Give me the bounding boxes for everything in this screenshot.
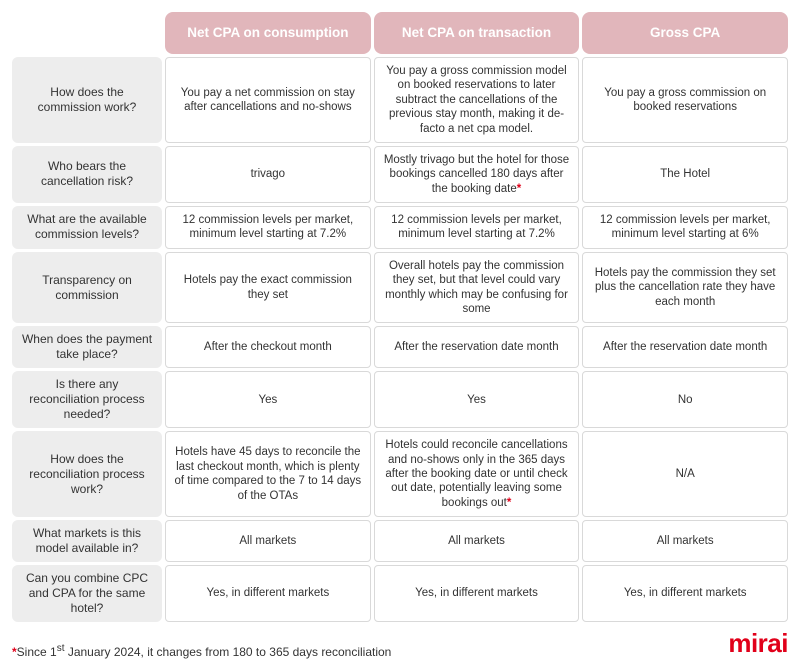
table-cell: After the reservation date month [582, 326, 788, 368]
table-row: How does the commission work?You pay a n… [12, 57, 788, 143]
table-cell: 12 commission levels per market, minimum… [374, 206, 580, 249]
col-header-1: Net CPA on consumption [165, 12, 371, 54]
footnote-suffix: January 2024, it changes from 180 to 365… [64, 645, 391, 659]
row-header: How does the reconciliation process work… [12, 431, 162, 517]
table-cell: All markets [374, 520, 580, 562]
table-cell: N/A [582, 431, 788, 517]
footer: *Since 1st January 2024, it changes from… [12, 628, 788, 659]
table-row: Can you combine CPC and CPA for the same… [12, 565, 788, 622]
table-cell: Yes, in different markets [165, 565, 371, 622]
table-cell: trivago [165, 146, 371, 203]
table-cell: Hotels pay the commission they set plus … [582, 252, 788, 324]
corner-spacer [12, 12, 162, 54]
table-cell: After the reservation date month [374, 326, 580, 368]
header-row: Net CPA on consumption Net CPA on transa… [12, 12, 788, 54]
footnote: *Since 1st January 2024, it changes from… [12, 643, 391, 659]
table-cell: No [582, 371, 788, 428]
footnote-prefix: Since 1 [17, 645, 57, 659]
table-cell: Yes [165, 371, 371, 428]
table-row: Who bears the cancellation risk?trivagoM… [12, 146, 788, 203]
asterisk-icon: * [517, 183, 521, 195]
table-cell: You pay a net commission on stay after c… [165, 57, 371, 143]
table-cell: You pay a gross commission on booked res… [582, 57, 788, 143]
table-cell: 12 commission levels per market, minimum… [582, 206, 788, 249]
col-header-2: Net CPA on transaction [374, 12, 580, 54]
table-cell: You pay a gross commission model on book… [374, 57, 580, 143]
table-cell: The Hotel [582, 146, 788, 203]
row-header: Transparency on commission [12, 252, 162, 324]
table-cell: After the checkout month [165, 326, 371, 368]
row-header: What are the available commission levels… [12, 206, 162, 249]
table-row: What markets is this model available in?… [12, 520, 788, 562]
table-cell: All markets [582, 520, 788, 562]
table-row: Is there any reconciliation process need… [12, 371, 788, 428]
col-header-3: Gross CPA [582, 12, 788, 54]
table-cell: Hotels have 45 days to reconcile the las… [165, 431, 371, 517]
table-cell: All markets [165, 520, 371, 562]
table-cell: Yes, in different markets [582, 565, 788, 622]
row-header: How does the commission work? [12, 57, 162, 143]
asterisk-icon: * [507, 497, 511, 509]
row-header: Who bears the cancellation risk? [12, 146, 162, 203]
table-row: How does the reconciliation process work… [12, 431, 788, 517]
comparison-table: Net CPA on consumption Net CPA on transa… [12, 12, 788, 622]
table-row: What are the available commission levels… [12, 206, 788, 249]
table-cell: Yes, in different markets [374, 565, 580, 622]
table-cell: Hotels pay the exact commission they set [165, 252, 371, 324]
row-header: Can you combine CPC and CPA for the same… [12, 565, 162, 622]
row-header: When does the payment take place? [12, 326, 162, 368]
row-header: Is there any reconciliation process need… [12, 371, 162, 428]
table-cell: Overall hotels pay the commission they s… [374, 252, 580, 324]
table-row: Transparency on commissionHotels pay the… [12, 252, 788, 324]
table-row: When does the payment take place?After t… [12, 326, 788, 368]
table-cell: Hotels could reconcile cancellations and… [374, 431, 580, 517]
mirai-logo: mirai [728, 628, 788, 659]
table-cell: Yes [374, 371, 580, 428]
table-cell: 12 commission levels per market, minimum… [165, 206, 371, 249]
table-cell: Mostly trivago but the hotel for those b… [374, 146, 580, 203]
row-header: What markets is this model available in? [12, 520, 162, 562]
